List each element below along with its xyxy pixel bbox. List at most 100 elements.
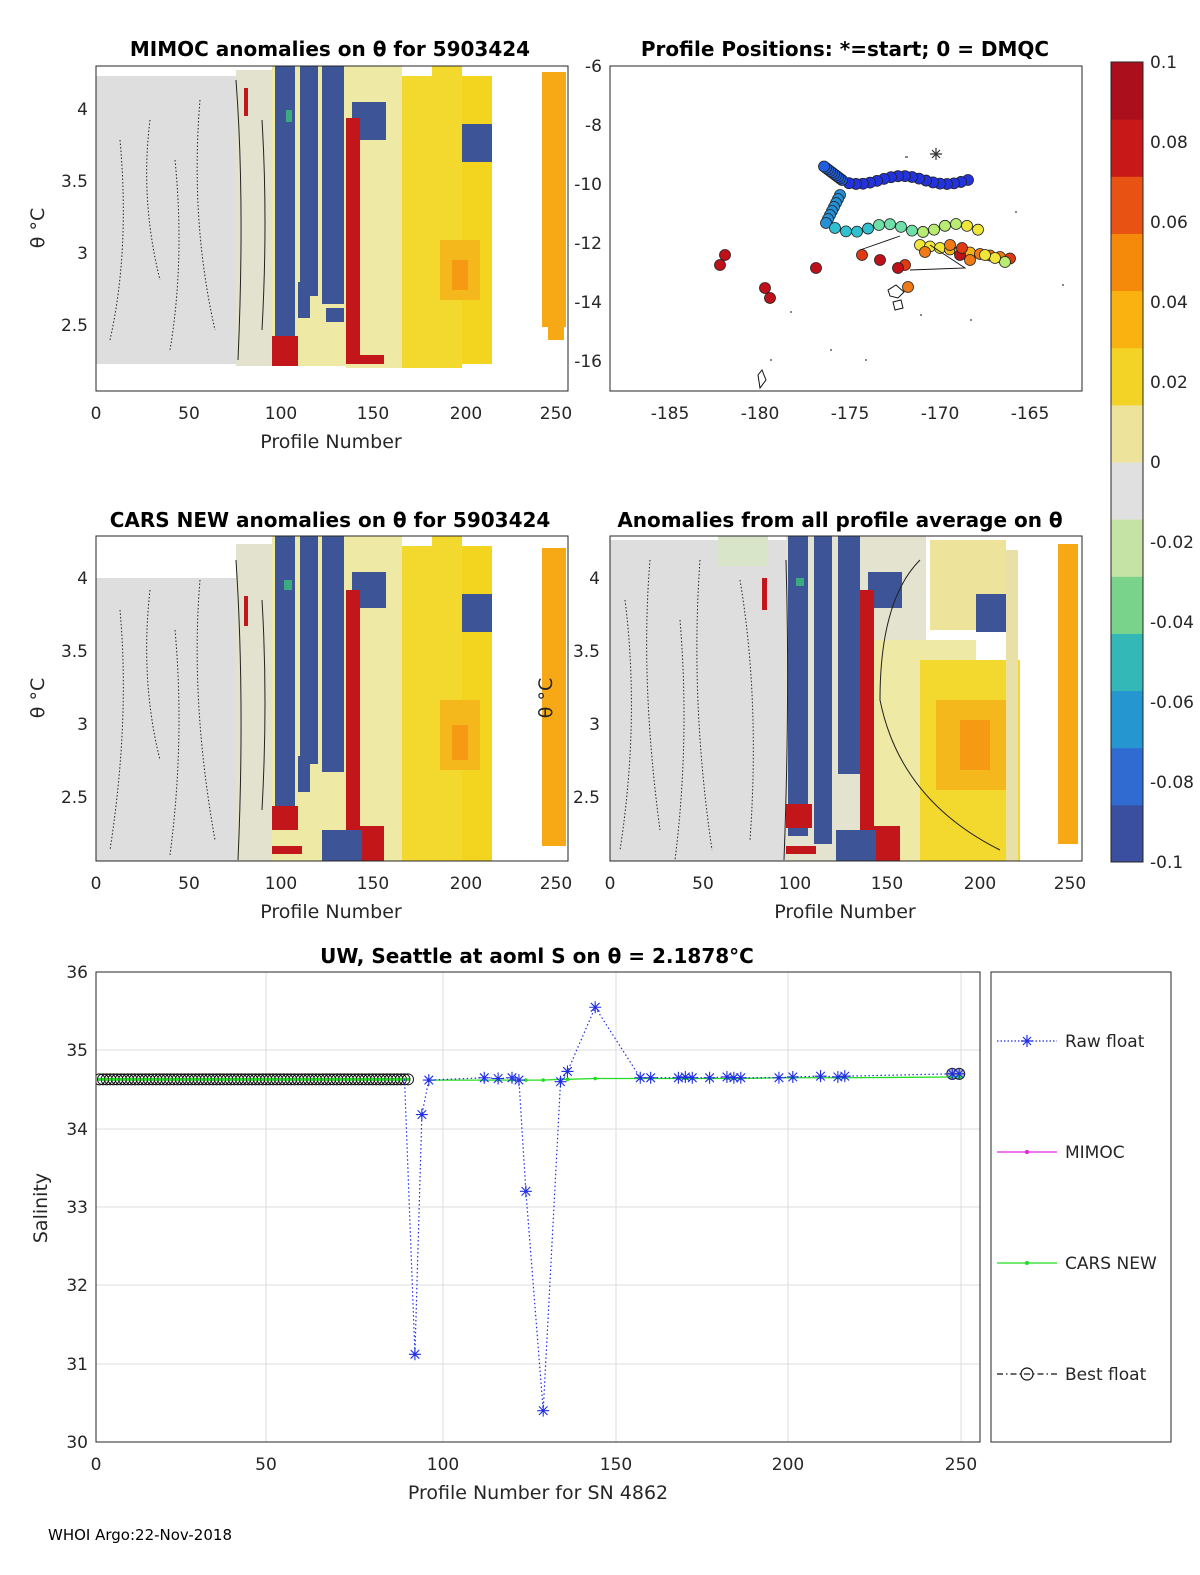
mimoc-ytick: 2.5: [61, 316, 88, 336]
cars-point: [133, 1077, 137, 1081]
cars-xtick: 250: [540, 874, 572, 894]
cars-xtick: 150: [357, 874, 389, 894]
colorbar-cells: [1111, 62, 1143, 863]
cars-point: [328, 1077, 332, 1081]
raw-float-point: [814, 1070, 827, 1083]
cars-point: [356, 1077, 360, 1081]
position-marker: [956, 242, 968, 254]
mimoc-xtick: 150: [357, 404, 389, 424]
cars-point: [317, 1077, 321, 1081]
raw-float-point: [512, 1074, 525, 1087]
raw-float-point: [786, 1070, 799, 1083]
positions-land: [757, 156, 1064, 390]
cars-point: [278, 1077, 282, 1081]
position-marker: [719, 249, 731, 261]
mimoc-xtick: 0: [91, 404, 102, 424]
mimoc-xtick: 200: [450, 404, 482, 424]
position-marker: [999, 256, 1011, 268]
cars-point: [108, 1077, 112, 1081]
raw-float-point: [838, 1070, 851, 1083]
colorbar-tick: 0.06: [1150, 213, 1188, 233]
colorbar-cell: [1111, 747, 1143, 806]
cars-point: [154, 1077, 158, 1081]
position-marker: [759, 282, 771, 294]
cars-yticks: 2.5 3 3.5 4: [61, 569, 88, 808]
colorbar-cell: [1111, 519, 1143, 577]
raw-float-point: [506, 1071, 518, 1084]
cars-point: [314, 1077, 318, 1081]
legend-mimoc: MIMOC: [997, 1143, 1125, 1163]
position-marker: [906, 224, 918, 237]
mimoc-ylabel: θ °C: [27, 208, 49, 248]
raw-float-point: [408, 1348, 421, 1361]
positions-map: Profile Positions: *=start; 0 = DMQC -18…: [574, 37, 1083, 424]
cars-point: [385, 1077, 389, 1081]
cars-point: [190, 1077, 194, 1081]
colorbar-cell: [1111, 119, 1143, 177]
raw-float-point: [634, 1071, 647, 1084]
cars-point: [349, 1077, 353, 1081]
cars-point: [541, 1078, 545, 1082]
cars-point: [136, 1077, 141, 1081]
star-marker-icon: [1021, 1035, 1033, 1047]
cars-point: [197, 1077, 201, 1081]
colorbar-cell: [1111, 576, 1143, 634]
mimoc-xticks: 0 50 100 150 200 250: [91, 404, 573, 424]
cars-point: [200, 1077, 204, 1081]
raw-float-point: [727, 1071, 740, 1084]
position-marker: [851, 225, 863, 238]
legend-raw-float: Raw float: [997, 1032, 1145, 1052]
salinity-ytick: 31: [66, 1355, 88, 1375]
cars-point: [253, 1077, 258, 1081]
salinity-legend: Raw float MIMOC CARS NEW Best float: [990, 971, 1172, 1443]
raw-float-point: [537, 1404, 550, 1417]
average-xtick: 150: [871, 874, 903, 894]
cars-point: [282, 1077, 286, 1081]
cars-point: [221, 1077, 226, 1081]
cars-point: [367, 1077, 371, 1081]
position-marker: [873, 219, 885, 231]
colorbar-tick: -0.1: [1150, 853, 1183, 873]
legend-label: Best float: [1065, 1365, 1147, 1385]
mimoc-xtick: 100: [265, 404, 297, 424]
colorbar-tick: -0.08: [1150, 773, 1194, 793]
mimoc-heatmap: MIMOC anomalies on θ for 5903424: [27, 37, 572, 453]
cars-xtick: 200: [450, 874, 482, 894]
position-marker: [820, 217, 832, 229]
average-cells: [610, 536, 1082, 861]
colorbar-tick: -0.04: [1150, 613, 1194, 633]
raw-float-point: [415, 1108, 428, 1121]
salinity-ytick: 33: [66, 1198, 88, 1218]
raw-float-point: [679, 1070, 692, 1083]
cars-cells: [96, 536, 568, 861]
positions-ytick: -16: [574, 352, 602, 372]
raw-float-point: [772, 1071, 785, 1084]
cars-point: [268, 1077, 272, 1081]
positions-xtick: -185: [651, 404, 690, 424]
average-ytick: 4: [589, 569, 600, 589]
average-xticks: 0 50 100 150 200 250: [605, 874, 1087, 894]
salinity-title: UW, Seattle at aoml S on θ = 2.1878°C: [320, 944, 754, 968]
cars-ytick: 4: [77, 569, 88, 589]
position-marker: [884, 218, 896, 231]
mimoc-title: MIMOC anomalies on θ for 5903424: [130, 37, 530, 61]
position-marker: [874, 254, 886, 266]
cars-point: [300, 1077, 304, 1081]
salinity-ytick: 35: [66, 1041, 88, 1061]
position-marker: [961, 219, 973, 232]
mimoc-cells: [96, 66, 568, 391]
cars-title: CARS NEW anomalies on θ for 5903424: [110, 508, 551, 532]
salinity-xtick: 250: [945, 1455, 977, 1475]
position-marker: [818, 160, 830, 173]
salinity-series: [96, 1001, 966, 1417]
cars-point: [126, 1077, 130, 1081]
mimoc-yticks: 2.5 3 3.5 4: [61, 100, 88, 336]
position-marker: [902, 281, 914, 293]
cars-point: [395, 1077, 399, 1081]
cars-xtick: 100: [265, 874, 297, 894]
cars-point: [370, 1077, 375, 1081]
cars-point: [101, 1077, 105, 1081]
positions-ytick: -12: [574, 234, 602, 254]
positions-xticks: -185 -180 -175 -170 -165: [651, 404, 1050, 424]
